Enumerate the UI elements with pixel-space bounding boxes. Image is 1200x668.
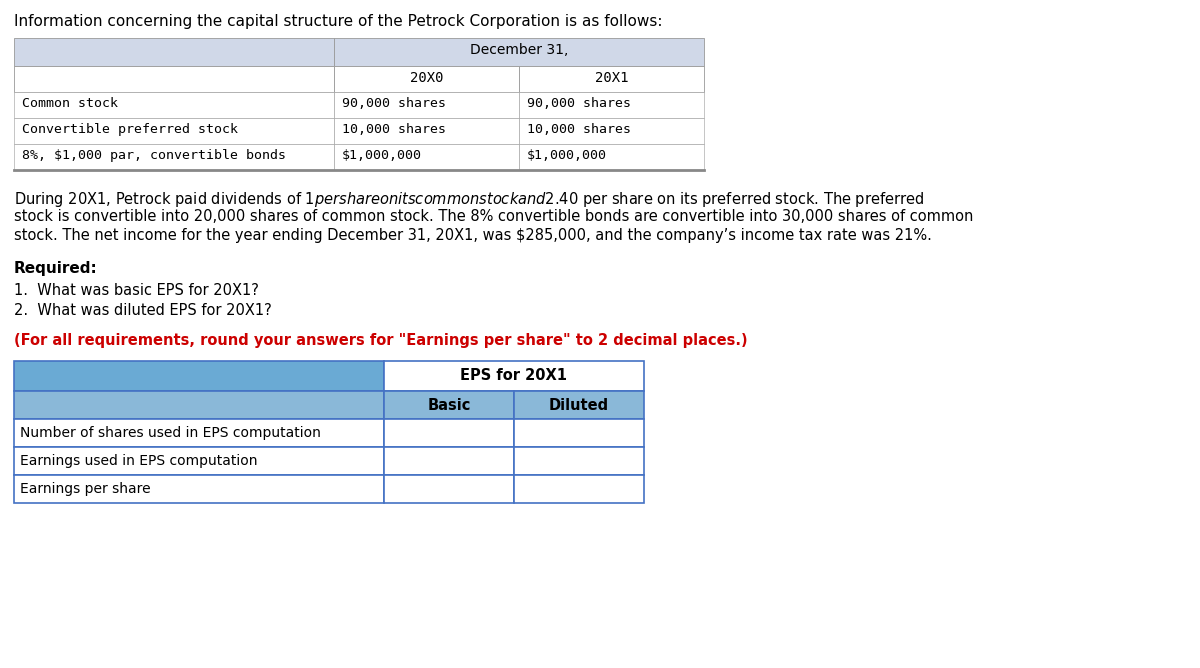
Bar xyxy=(520,92,704,118)
Text: 90,000 shares: 90,000 shares xyxy=(527,97,631,110)
Text: 10,000 shares: 10,000 shares xyxy=(527,123,631,136)
Bar xyxy=(14,38,334,66)
Bar xyxy=(514,419,644,447)
Bar xyxy=(520,66,704,92)
Bar xyxy=(14,66,334,92)
Text: EPS for 20X1: EPS for 20X1 xyxy=(461,368,568,383)
Text: $1,000,000: $1,000,000 xyxy=(527,149,607,162)
Bar xyxy=(334,92,520,118)
Text: Basic: Basic xyxy=(427,398,470,413)
Text: $1,000,000: $1,000,000 xyxy=(342,149,422,162)
Bar xyxy=(334,66,520,92)
Bar xyxy=(384,391,514,419)
Bar xyxy=(384,475,514,503)
Text: 8%, $1,000 par, convertible bonds: 8%, $1,000 par, convertible bonds xyxy=(22,149,286,162)
Bar xyxy=(334,144,520,170)
Text: Diluted: Diluted xyxy=(548,398,610,413)
Bar xyxy=(514,391,644,419)
Bar xyxy=(520,144,704,170)
Text: Earnings used in EPS computation: Earnings used in EPS computation xyxy=(20,454,258,468)
Text: stock is convertible into 20,000 shares of common stock. The 8% convertible bond: stock is convertible into 20,000 shares … xyxy=(14,209,973,224)
Text: 20X0: 20X0 xyxy=(409,71,443,85)
Text: Earnings per share: Earnings per share xyxy=(20,482,151,496)
Bar xyxy=(14,361,384,391)
Bar xyxy=(384,361,644,391)
Bar xyxy=(520,118,704,144)
Bar xyxy=(384,419,514,447)
Text: Information concerning the capital structure of the Petrock Corporation is as fo: Information concerning the capital struc… xyxy=(14,14,662,29)
Text: December 31,: December 31, xyxy=(470,43,568,57)
Bar xyxy=(384,447,514,475)
Text: Required:: Required: xyxy=(14,261,97,276)
Bar xyxy=(14,391,384,419)
Bar xyxy=(334,118,520,144)
Bar xyxy=(514,447,644,475)
Bar xyxy=(14,475,384,503)
Text: Convertible preferred stock: Convertible preferred stock xyxy=(22,123,238,136)
Bar xyxy=(14,118,334,144)
Bar xyxy=(334,38,704,66)
Bar xyxy=(14,447,384,475)
Text: 90,000 shares: 90,000 shares xyxy=(342,97,446,110)
Text: 20X1: 20X1 xyxy=(595,71,629,85)
Text: stock. The net income for the year ending December 31, 20X1, was $285,000, and t: stock. The net income for the year endin… xyxy=(14,228,932,243)
Text: (For all requirements, round your answers for "Earnings per share" to 2 decimal : (For all requirements, round your answer… xyxy=(14,333,748,348)
Text: 2.  What was diluted EPS for 20X1?: 2. What was diluted EPS for 20X1? xyxy=(14,303,271,318)
Text: Common stock: Common stock xyxy=(22,97,118,110)
Bar xyxy=(14,144,334,170)
Bar xyxy=(14,419,384,447)
Text: 1.  What was basic EPS for 20X1?: 1. What was basic EPS for 20X1? xyxy=(14,283,259,298)
Bar xyxy=(14,92,334,118)
Text: Number of shares used in EPS computation: Number of shares used in EPS computation xyxy=(20,426,320,440)
Text: During 20X1, Petrock paid dividends of $1 per share on its common stock and $2.4: During 20X1, Petrock paid dividends of $… xyxy=(14,190,924,209)
Bar xyxy=(514,475,644,503)
Text: 10,000 shares: 10,000 shares xyxy=(342,123,446,136)
